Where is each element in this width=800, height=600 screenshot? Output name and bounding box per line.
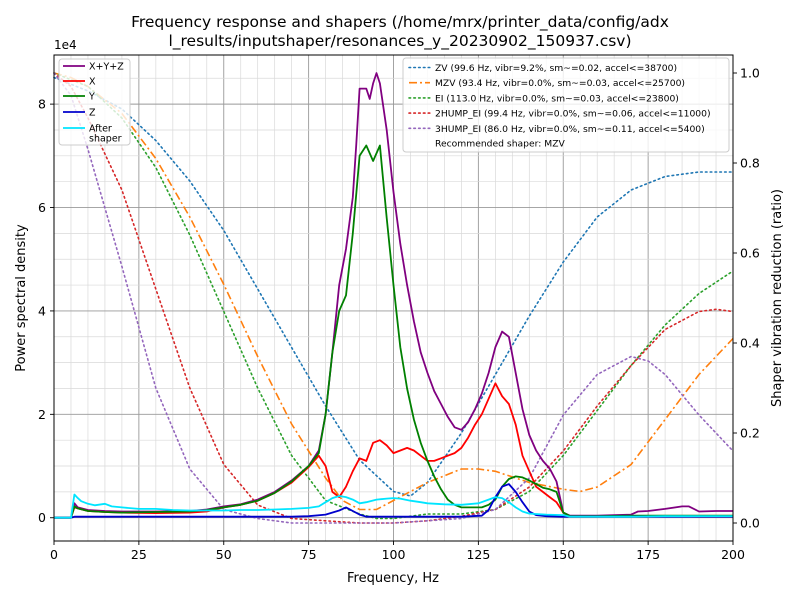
legend-psd-label: After	[89, 124, 112, 135]
y2-tick-label: 0.2	[740, 426, 760, 441]
legend-shaper-label: 2HUMP_EI (99.4 Hz, vibr=0.0%, sm~=0.06, …	[435, 109, 711, 120]
y2-tick-label: 0.8	[740, 156, 760, 171]
y2-tick-label: 0.4	[740, 336, 760, 351]
x-tick-label: 100	[382, 547, 406, 562]
psd-line-y	[54, 144, 733, 519]
chart-title-line1: Frequency response and shapers (/home/mr…	[131, 13, 669, 32]
shaper-line-zv	[53, 76, 734, 497]
x-tick-label: 25	[131, 547, 147, 562]
legend-psd-label: X	[89, 77, 96, 88]
shaper-line-mzv	[53, 72, 734, 511]
x-tick-label: 75	[301, 547, 317, 562]
chart-title-line2: l_results/inputshaper/resonances_y_20230…	[168, 32, 631, 51]
x-axis-label: Frequency, Hz	[347, 571, 439, 586]
x-tick-label: 200	[721, 547, 745, 562]
plot-frame	[53, 54, 734, 542]
psd-line-z	[54, 483, 733, 519]
x-tick-label: 125	[466, 547, 490, 562]
legend-shaper-label: MZV (93.4 Hz, vibr=0.0%, sm~=0.03, accel…	[435, 78, 685, 89]
axes: 0 25 50 75 100 125 150 175 200 0 2 4 6 8 0.0 0.2 0.4 0.6 0…	[38, 66, 760, 563]
y2-tick-label: 1.0	[740, 66, 760, 81]
legend-shapers-frame	[402, 57, 730, 153]
y-scale-label: 1e4	[54, 38, 77, 52]
x-tick-label: 50	[216, 547, 232, 562]
shaper-line-2hump-ei	[53, 72, 734, 524]
legend-psd-label: Y	[88, 92, 95, 103]
x-tick-label: 175	[636, 547, 660, 562]
y-tick-label: 2	[38, 407, 46, 422]
y-tick-label: 0	[38, 510, 46, 525]
y2-tick-label: 0.6	[740, 246, 760, 261]
legend-psd-label: Z	[89, 108, 96, 119]
legend-shaper-label: EI (113.0 Hz, vibr=0.0%, sm~=0.03, accel…	[435, 93, 679, 104]
legend-shaper-label: 3HUMP_EI (86.0 Hz, vibr=0.0%, sm~=0.11, …	[435, 124, 705, 135]
psd-line-after-shaper	[54, 493, 733, 519]
legend-psd-label: X+Y+Z	[89, 62, 124, 73]
shaper-line-3hump-ei	[53, 72, 734, 524]
y-axis-label: Power spectral density	[14, 224, 29, 372]
x-tick-label: 150	[551, 547, 575, 562]
legend-psd-label: shaper	[89, 134, 122, 145]
y-tick-label: 6	[38, 200, 46, 215]
series-lines	[53, 72, 734, 524]
legend-shapers: ZV (99.6 Hz, vibr=9.2%, sm~=0.02, accel<…	[402, 57, 730, 153]
y2-tick-label: 0.0	[740, 516, 760, 531]
y-tick-label: 4	[38, 303, 46, 318]
recommended-shaper-text: Recommended shaper: MZV	[435, 139, 565, 150]
shaper-line-ei	[53, 72, 734, 520]
y2-axis-label: Shaper vibration reduction (ratio)	[770, 189, 785, 407]
legend-shaper-label: ZV (99.6 Hz, vibr=9.2%, sm~=0.02, accel<…	[435, 63, 677, 74]
x-tick-label: 0	[50, 547, 58, 562]
y-tick-label: 8	[38, 97, 46, 112]
